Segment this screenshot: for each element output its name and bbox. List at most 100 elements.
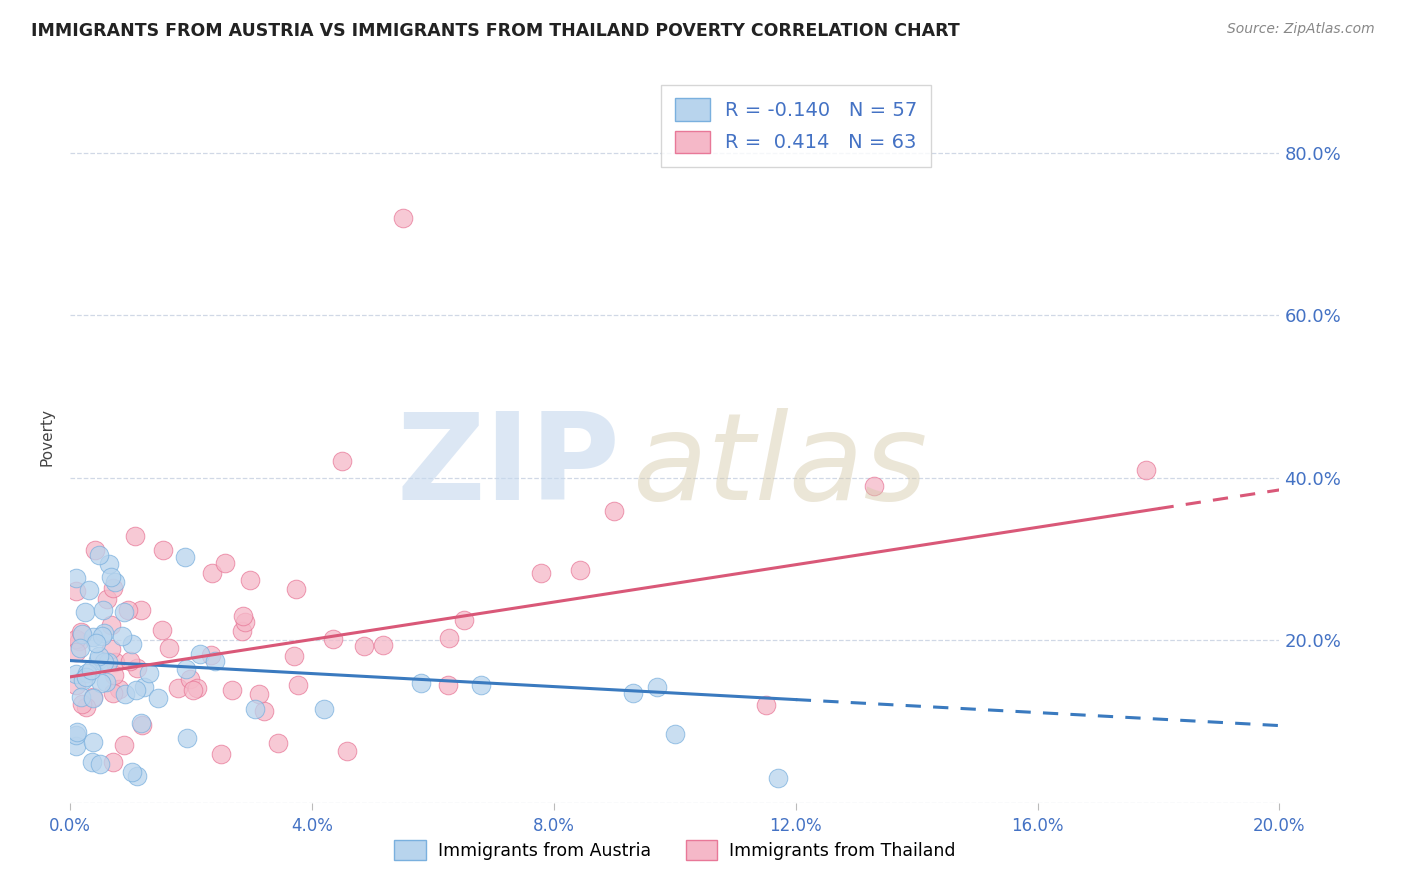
- Point: [91, 603, 114, 617]
- Text: IMMIGRANTS FROM AUSTRIA VS IMMIGRANTS FROM THAILAND POVERTY CORRELATION CHART: IMMIGRANTS FROM AUSTRIA VS IMMIGRANTS FR…: [31, 22, 960, 40]
- Text: atlas: atlas: [633, 408, 928, 524]
- Point: [148, 690, 170, 705]
- Point: [287, 678, 309, 692]
- Point: [97, 656, 120, 670]
- Point: [391, 211, 415, 225]
- Point: [243, 702, 266, 716]
- Point: [80, 664, 103, 678]
- Point: [65, 728, 87, 742]
- Point: [101, 756, 124, 770]
- Point: [65, 583, 87, 598]
- Point: [82, 735, 104, 749]
- Point: [66, 724, 89, 739]
- Point: [754, 698, 776, 713]
- Point: [70, 627, 93, 641]
- Point: [409, 675, 432, 690]
- Point: [179, 672, 201, 686]
- Point: [118, 655, 141, 669]
- Point: [76, 666, 98, 681]
- Point: [89, 548, 111, 562]
- Point: [65, 632, 87, 646]
- Point: [104, 575, 127, 590]
- Point: [127, 769, 149, 783]
- Point: [82, 690, 104, 704]
- Point: [84, 636, 107, 650]
- Point: [100, 617, 122, 632]
- Point: [253, 704, 276, 718]
- Point: [235, 615, 257, 629]
- Point: [94, 675, 117, 690]
- Point: [90, 629, 112, 643]
- Point: [100, 569, 122, 583]
- Point: [84, 543, 107, 558]
- Point: [439, 631, 461, 645]
- Point: [104, 655, 127, 669]
- Point: [103, 668, 125, 682]
- Point: [108, 681, 131, 696]
- Point: [82, 630, 104, 644]
- Point: [231, 624, 253, 638]
- Point: [201, 566, 224, 580]
- Point: [181, 682, 204, 697]
- Point: [65, 572, 87, 586]
- Point: [87, 653, 110, 667]
- Point: [138, 666, 160, 681]
- Point: [373, 639, 395, 653]
- Point: [112, 739, 135, 753]
- Point: [353, 639, 375, 653]
- Point: [200, 648, 222, 663]
- Point: [176, 662, 198, 676]
- Point: [152, 542, 174, 557]
- Point: [112, 605, 135, 619]
- Point: [70, 698, 93, 712]
- Point: [621, 686, 644, 700]
- Point: [124, 529, 146, 543]
- Point: [766, 772, 789, 786]
- Point: [69, 640, 91, 655]
- Point: [132, 680, 155, 694]
- Point: [96, 591, 118, 606]
- Point: [437, 678, 460, 692]
- Point: [70, 624, 93, 639]
- Point: [173, 550, 195, 565]
- Point: [232, 608, 254, 623]
- Point: [111, 629, 134, 643]
- Point: [176, 731, 198, 745]
- Point: [569, 564, 592, 578]
- Point: [186, 681, 208, 696]
- Point: [314, 702, 336, 716]
- Point: [89, 756, 111, 771]
- Point: [114, 687, 136, 701]
- Point: [247, 687, 270, 701]
- Point: [530, 566, 553, 580]
- Point: [470, 678, 492, 692]
- Point: [101, 581, 124, 595]
- Point: [267, 736, 290, 750]
- Point: [863, 479, 886, 493]
- Point: [101, 686, 124, 700]
- Point: [117, 603, 139, 617]
- Point: [65, 739, 87, 754]
- Point: [204, 654, 226, 668]
- Point: [221, 682, 243, 697]
- Point: [157, 641, 180, 656]
- Text: Source: ZipAtlas.com: Source: ZipAtlas.com: [1227, 22, 1375, 37]
- Point: [93, 656, 115, 670]
- Point: [150, 624, 173, 638]
- Point: [65, 645, 87, 659]
- Text: ZIP: ZIP: [396, 408, 620, 524]
- Point: [65, 666, 87, 681]
- Point: [121, 637, 143, 651]
- Point: [129, 603, 152, 617]
- Point: [214, 556, 236, 570]
- Point: [129, 716, 152, 731]
- Point: [75, 699, 97, 714]
- Point: [70, 690, 93, 705]
- Point: [239, 573, 262, 587]
- Point: [332, 454, 354, 468]
- Point: [603, 504, 626, 518]
- Legend: Immigrants from Austria, Immigrants from Thailand: Immigrants from Austria, Immigrants from…: [388, 833, 962, 867]
- Point: [1135, 462, 1157, 476]
- Point: [82, 691, 104, 706]
- Point: [127, 661, 149, 675]
